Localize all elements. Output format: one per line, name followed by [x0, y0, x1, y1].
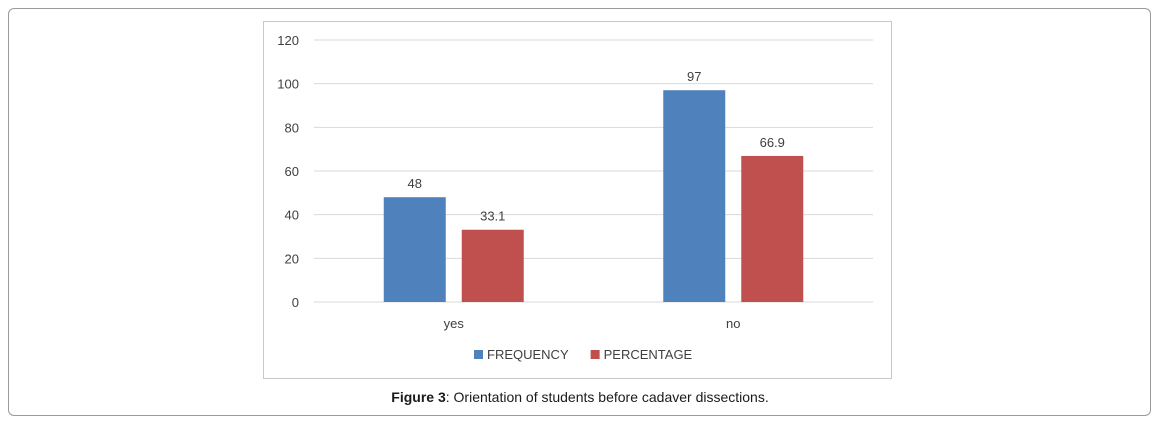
bar [663, 90, 726, 302]
y-tick-label: 40 [285, 208, 299, 223]
legend-label: FREQUENCY [487, 347, 569, 362]
data-label: 33.1 [480, 209, 505, 224]
figure-caption: Figure 3: Orientation of students before… [0, 389, 1160, 405]
x-tick-label: no [726, 316, 740, 331]
y-tick-label: 120 [277, 33, 299, 48]
y-tick-label: 80 [285, 120, 299, 135]
y-tick-label: 20 [285, 251, 299, 266]
legend-label: PERCENTAGE [604, 347, 693, 362]
legend-swatch [590, 350, 600, 359]
x-tick-label: yes [444, 316, 465, 331]
legend-swatch [474, 350, 483, 359]
caption-label: Figure 3 [391, 389, 446, 405]
y-tick-label: 60 [285, 164, 299, 179]
data-label: 66.9 [760, 135, 785, 150]
bar [461, 229, 524, 302]
y-tick-label: 100 [277, 77, 299, 92]
data-label: 97 [687, 69, 701, 84]
y-tick-label: 0 [292, 295, 299, 310]
bar [383, 197, 446, 302]
caption-text: : Orientation of students before cadaver… [445, 389, 769, 405]
data-label: 48 [408, 176, 422, 191]
bar [741, 155, 804, 302]
